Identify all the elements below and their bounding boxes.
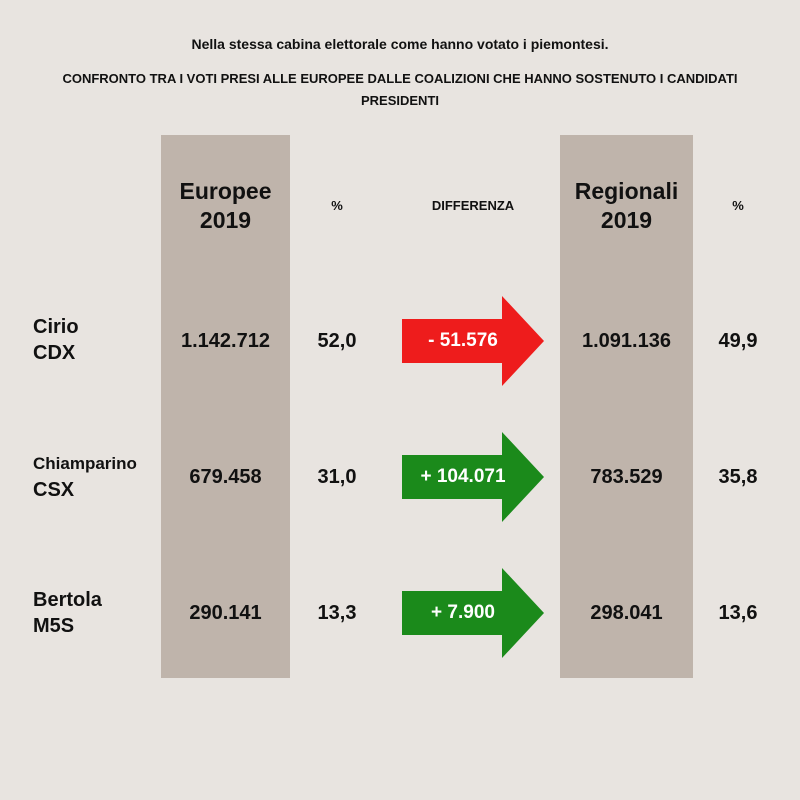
difference-value: - 51.576 — [428, 330, 498, 351]
header-subtitle: Nella stessa cabina elettorale come hann… — [191, 36, 609, 52]
regionali-value: 298.041 — [590, 602, 663, 624]
difference-value: + 104.071 — [420, 466, 506, 487]
regionali-pct-header: % — [732, 198, 744, 213]
regionali-header-line1: Regionali — [574, 178, 679, 204]
arrow-green-shape — [402, 568, 544, 658]
regionali-header: Regionali 2019 — [560, 177, 693, 235]
europee-header: Europee 2019 — [161, 177, 290, 235]
row-label-cirio: Cirio CDX — [33, 314, 79, 366]
regionali-header-line2: 2019 — [600, 207, 653, 233]
row-name: Cirio — [33, 316, 79, 338]
row-label-chiamparino: Chiamparino CSX — [33, 450, 137, 504]
europee-pct-value: 31,0 — [317, 466, 357, 488]
row-name: Bertola — [33, 589, 102, 611]
row-coalition: CSX — [33, 479, 75, 501]
row-coalition: M5S — [33, 615, 75, 637]
difference-arrow-positive: + 104.071 — [402, 432, 544, 522]
europee-column-band — [161, 135, 290, 678]
arrow-green-shape — [402, 432, 544, 522]
row-name: Chiamparino — [33, 454, 137, 473]
differenza-header: DIFFERENZA — [431, 198, 515, 213]
row-label-bertola: Bertola M5S — [33, 587, 102, 639]
difference-value: + 7.900 — [431, 602, 495, 623]
row-coalition: CDX — [33, 342, 76, 364]
arrow-red-shape — [402, 296, 544, 386]
europee-pct-header: % — [331, 198, 343, 213]
page-title: CONFRONTO TRA I VOTI PRESI ALLE EUROPEE … — [62, 71, 738, 108]
europee-value: 290.141 — [189, 602, 262, 624]
regionali-value: 783.529 — [590, 466, 663, 488]
europee-header-line1: Europee — [179, 178, 272, 204]
regionali-pct-value: 49,9 — [718, 330, 758, 352]
regionali-value: 1.091.136 — [582, 330, 671, 352]
difference-arrow-negative: - 51.576 — [402, 296, 544, 386]
difference-arrow-positive: + 7.900 — [402, 568, 544, 658]
regionali-column-band — [560, 135, 693, 678]
europee-pct-value: 13,3 — [317, 602, 357, 624]
europee-value: 679.458 — [189, 466, 262, 488]
regionali-pct-value: 13,6 — [718, 602, 758, 624]
europee-header-line2: 2019 — [199, 207, 252, 233]
regionali-pct-value: 35,8 — [718, 466, 758, 488]
europee-pct-value: 52,0 — [317, 330, 357, 352]
europee-value: 1.142.712 — [181, 330, 270, 352]
